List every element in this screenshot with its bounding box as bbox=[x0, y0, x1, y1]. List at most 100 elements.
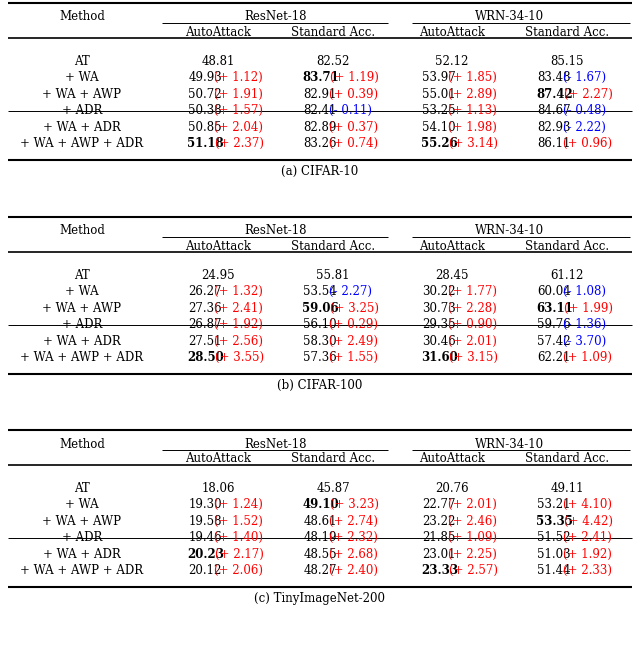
Text: 83.71: 83.71 bbox=[303, 71, 339, 84]
Text: 53.54: 53.54 bbox=[303, 285, 337, 298]
Text: 26.87: 26.87 bbox=[188, 318, 222, 331]
Text: AutoAttack: AutoAttack bbox=[419, 25, 485, 38]
Text: 20.12: 20.12 bbox=[188, 564, 221, 577]
Text: 28.50: 28.50 bbox=[188, 352, 224, 365]
Text: 45.87: 45.87 bbox=[316, 482, 350, 495]
Text: (+ 1.32): (+ 1.32) bbox=[214, 285, 262, 298]
Text: 51.52: 51.52 bbox=[538, 531, 571, 544]
Text: 29.35: 29.35 bbox=[422, 318, 456, 331]
Text: 28.45: 28.45 bbox=[435, 269, 468, 282]
Text: 23.01: 23.01 bbox=[422, 547, 456, 561]
Text: (+ 2.01): (+ 2.01) bbox=[447, 498, 497, 511]
Text: (+ 2.68): (+ 2.68) bbox=[329, 547, 378, 561]
Text: (+ 1.40): (+ 1.40) bbox=[214, 531, 262, 544]
Text: (+ 2.49): (+ 2.49) bbox=[329, 335, 378, 348]
Text: 26.27: 26.27 bbox=[188, 285, 222, 298]
Text: (+ 2.57): (+ 2.57) bbox=[449, 564, 497, 577]
Text: 27.51: 27.51 bbox=[188, 335, 222, 348]
Text: (- 2.22): (- 2.22) bbox=[563, 121, 605, 133]
Text: 49.10: 49.10 bbox=[303, 498, 339, 511]
Text: 82.52: 82.52 bbox=[316, 55, 349, 68]
Text: 50.38: 50.38 bbox=[188, 104, 222, 117]
Text: 30.73: 30.73 bbox=[422, 302, 456, 315]
Text: 53.35: 53.35 bbox=[536, 515, 573, 528]
Text: (+ 2.28): (+ 2.28) bbox=[447, 302, 497, 315]
Text: 57.42: 57.42 bbox=[538, 335, 571, 348]
Text: 22.77: 22.77 bbox=[422, 498, 456, 511]
Text: (+ 3.14): (+ 3.14) bbox=[449, 137, 497, 150]
Text: (- 1.67): (- 1.67) bbox=[563, 71, 606, 84]
Text: 18.06: 18.06 bbox=[201, 482, 235, 495]
Text: (a) CIFAR-10: (a) CIFAR-10 bbox=[282, 165, 358, 178]
Text: ResNet-18: ResNet-18 bbox=[244, 437, 307, 450]
Text: ResNet-18: ResNet-18 bbox=[244, 10, 307, 23]
Text: (+ 2.27): (+ 2.27) bbox=[564, 88, 612, 101]
Text: AutoAttack: AutoAttack bbox=[419, 240, 485, 253]
Text: (+ 1.91): (+ 1.91) bbox=[214, 88, 262, 101]
Text: Standard Acc.: Standard Acc. bbox=[525, 25, 609, 38]
Text: (+ 2.17): (+ 2.17) bbox=[214, 547, 264, 561]
Text: (- 0.11): (- 0.11) bbox=[329, 104, 372, 117]
Text: Method: Method bbox=[59, 10, 105, 23]
Text: (+ 1.99): (+ 1.99) bbox=[564, 302, 612, 315]
Text: (+ 3.55): (+ 3.55) bbox=[214, 352, 264, 365]
Text: 31.60: 31.60 bbox=[421, 352, 458, 365]
Text: 53.97: 53.97 bbox=[422, 71, 456, 84]
Text: 61.12: 61.12 bbox=[550, 269, 584, 282]
Text: 82.89: 82.89 bbox=[303, 121, 337, 133]
Text: 30.46: 30.46 bbox=[422, 335, 456, 348]
Text: 50.85: 50.85 bbox=[188, 121, 222, 133]
Text: (+ 1.92): (+ 1.92) bbox=[563, 547, 612, 561]
Text: + WA + AWP: + WA + AWP bbox=[42, 302, 122, 315]
Text: 19.58: 19.58 bbox=[188, 515, 222, 528]
Text: 20.76: 20.76 bbox=[435, 482, 469, 495]
Text: (- 2.27): (- 2.27) bbox=[329, 285, 372, 298]
Text: 48.19: 48.19 bbox=[303, 531, 337, 544]
Text: + ADR: + ADR bbox=[62, 531, 102, 544]
Text: (+ 4.42): (+ 4.42) bbox=[564, 515, 612, 528]
Text: 21.85: 21.85 bbox=[422, 531, 456, 544]
Text: (+ 1.57): (+ 1.57) bbox=[214, 104, 262, 117]
Text: Standard Acc.: Standard Acc. bbox=[291, 25, 375, 38]
Text: (+ 1.85): (+ 1.85) bbox=[447, 71, 497, 84]
Text: 59.76: 59.76 bbox=[538, 318, 571, 331]
Text: (+ 1.92): (+ 1.92) bbox=[214, 318, 262, 331]
Text: 23.33: 23.33 bbox=[421, 564, 459, 577]
Text: (+ 0.29): (+ 0.29) bbox=[329, 318, 378, 331]
Text: 27.36: 27.36 bbox=[188, 302, 222, 315]
Text: (b) CIFAR-100: (b) CIFAR-100 bbox=[277, 379, 363, 392]
Text: (+ 2.04): (+ 2.04) bbox=[214, 121, 262, 133]
Text: 50.72: 50.72 bbox=[188, 88, 222, 101]
Text: 86.11: 86.11 bbox=[538, 137, 571, 150]
Text: AutoAttack: AutoAttack bbox=[185, 452, 251, 465]
Text: + WA + ADR: + WA + ADR bbox=[43, 547, 121, 561]
Text: (+ 1.13): (+ 1.13) bbox=[447, 104, 497, 117]
Text: (c) TinyImageNet-200: (c) TinyImageNet-200 bbox=[255, 592, 385, 605]
Text: Standard Acc.: Standard Acc. bbox=[525, 240, 609, 253]
Text: 24.95: 24.95 bbox=[201, 269, 235, 282]
Text: (+ 2.46): (+ 2.46) bbox=[447, 515, 497, 528]
Text: 83.48: 83.48 bbox=[538, 71, 571, 84]
Text: 48.81: 48.81 bbox=[202, 55, 235, 68]
Text: 48.61: 48.61 bbox=[303, 515, 337, 528]
Text: (+ 2.74): (+ 2.74) bbox=[329, 515, 378, 528]
Text: 51.03: 51.03 bbox=[538, 547, 571, 561]
Text: 49.93: 49.93 bbox=[188, 71, 222, 84]
Text: 55.01: 55.01 bbox=[422, 88, 456, 101]
Text: Standard Acc.: Standard Acc. bbox=[291, 452, 375, 465]
Text: 55.26: 55.26 bbox=[421, 137, 458, 150]
Text: 53.21: 53.21 bbox=[538, 498, 571, 511]
Text: AT: AT bbox=[74, 55, 90, 68]
Text: Method: Method bbox=[59, 225, 105, 238]
Text: (+ 2.41): (+ 2.41) bbox=[563, 531, 612, 544]
Text: (+ 0.39): (+ 0.39) bbox=[329, 88, 378, 101]
Text: (+ 2.56): (+ 2.56) bbox=[214, 335, 262, 348]
Text: WRN-34-10: WRN-34-10 bbox=[475, 225, 544, 238]
Text: AutoAttack: AutoAttack bbox=[419, 452, 485, 465]
Text: + WA + AWP + ADR: + WA + AWP + ADR bbox=[20, 137, 143, 150]
Text: + WA + AWP + ADR: + WA + AWP + ADR bbox=[20, 352, 143, 365]
Text: (+ 3.15): (+ 3.15) bbox=[449, 352, 497, 365]
Text: + WA + AWP + ADR: + WA + AWP + ADR bbox=[20, 564, 143, 577]
Text: Method: Method bbox=[59, 437, 105, 450]
Text: 19.46: 19.46 bbox=[188, 531, 222, 544]
